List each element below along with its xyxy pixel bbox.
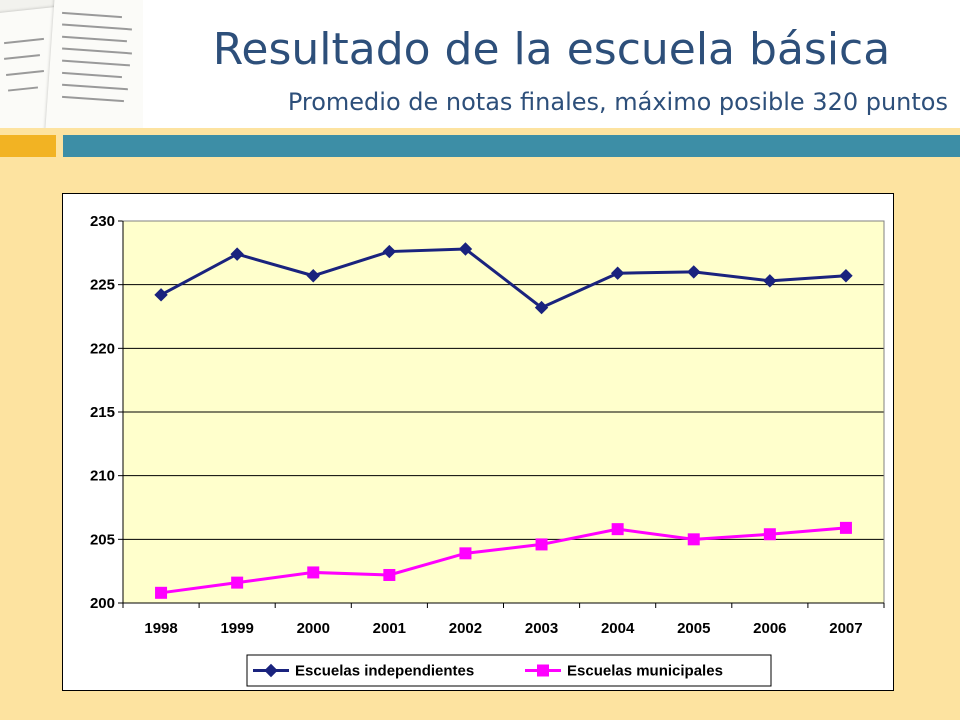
x-tick-label: 1998	[144, 620, 177, 637]
series-line-1	[160, 247, 847, 310]
y-tick-label: 220	[90, 340, 115, 357]
x-tick-label: 2000	[297, 620, 330, 637]
data-point	[307, 566, 320, 579]
data-point	[383, 568, 396, 581]
line-chart: 200 205 210 215 220 225 230 1998 1999 2000 2001 200…	[90, 213, 885, 687]
legend-label: Escuelas municipales	[567, 663, 723, 680]
data-point	[839, 269, 853, 283]
data-point	[763, 274, 777, 288]
x-tick-label: 2004	[601, 620, 635, 637]
y-tick-label: 230	[90, 213, 115, 230]
x-tick-label: 2005	[677, 620, 710, 637]
data-point	[306, 269, 320, 283]
document-photo	[0, 0, 143, 128]
legend-swatch-marker	[264, 663, 278, 678]
accent-bar-orange	[0, 135, 56, 157]
legend-swatch-marker	[537, 664, 549, 677]
x-tick-label: 1999	[220, 620, 253, 637]
data-point	[154, 288, 168, 302]
data-point	[763, 528, 776, 541]
x-tick-label: 2007	[829, 620, 862, 637]
data-point	[534, 300, 549, 315]
data-point	[382, 244, 397, 259]
y-tick-label: 210	[90, 468, 115, 485]
legend-box	[246, 654, 772, 687]
y-tick-label: 225	[90, 277, 115, 294]
accent-bar-teal	[63, 135, 960, 157]
data-point	[459, 547, 472, 560]
data-point	[687, 265, 701, 279]
series-line-2	[160, 526, 847, 595]
y-tick-label: 205	[90, 531, 115, 548]
title-area: Resultado de la escuela básica Promedio …	[143, 0, 960, 128]
x-tick-label: 2003	[525, 620, 558, 637]
y-tick-label: 215	[90, 404, 115, 421]
x-tick-label: 2001	[373, 620, 406, 637]
data-point	[611, 523, 624, 536]
y-tick-label: 200	[90, 595, 115, 612]
data-point	[231, 576, 244, 589]
data-point	[839, 521, 852, 534]
data-point	[687, 533, 700, 546]
data-point	[155, 586, 168, 599]
data-point	[535, 538, 548, 551]
data-point	[230, 247, 244, 261]
data-point	[610, 266, 625, 280]
data-point	[458, 242, 473, 256]
x-tick-label: 2006	[753, 620, 786, 637]
x-tick-label: 2002	[449, 620, 482, 637]
legend-label: Escuelas independientes	[295, 663, 474, 680]
chart-frame: 200 205 210 215 220 225 230 1998 1999 2000 2001 200…	[62, 193, 894, 691]
slide-title: Resultado de la escuela básica	[212, 24, 891, 75]
slide-subtitle: Promedio de notas finales, máximo posibl…	[287, 88, 948, 116]
